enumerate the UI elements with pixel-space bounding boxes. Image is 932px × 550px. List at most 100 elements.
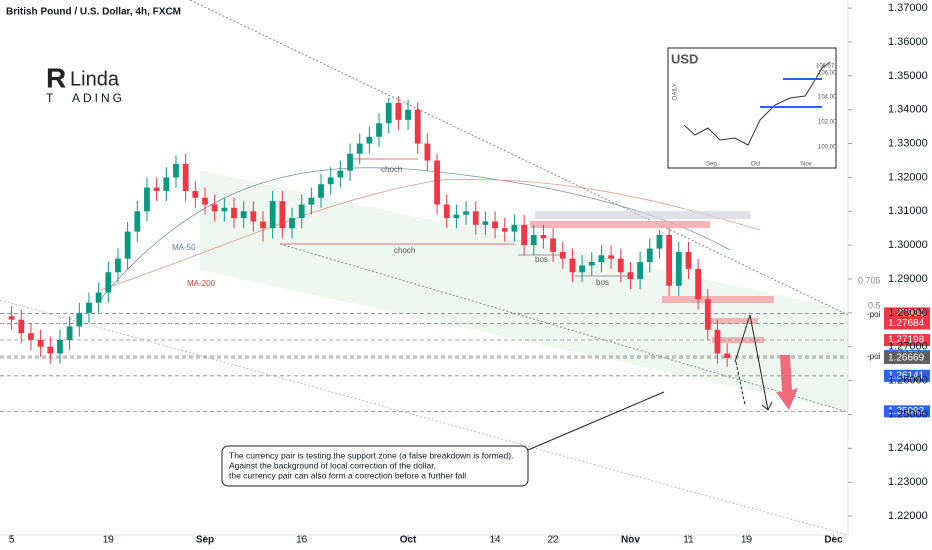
level-tag	[884, 317, 930, 330]
x-tick-label: Sep	[196, 535, 214, 546]
level-tag	[884, 369, 930, 382]
candle-body	[714, 329, 721, 354]
inset-tick: 106.00	[818, 71, 837, 77]
candle-body	[347, 153, 353, 171]
y-tick-label: 1.29000	[888, 273, 928, 285]
candle-body	[617, 258, 624, 273]
candle-body	[173, 163, 179, 178]
level-label: 1.27684	[888, 318, 925, 329]
inset-month: Nov	[801, 162, 812, 168]
note-box	[221, 445, 529, 487]
candle-body	[298, 204, 305, 219]
candle-body	[231, 207, 237, 219]
projection-arrow	[734, 314, 769, 411]
down-arrow	[776, 355, 798, 410]
candle-body	[434, 160, 440, 205]
logo-top: Linda	[70, 68, 120, 90]
inset-tick: 104.00	[818, 95, 837, 101]
candle-body	[724, 353, 731, 358]
x-tick-label: 16	[296, 535, 308, 546]
x-tick-label: 22	[548, 535, 560, 546]
inset-month: Sep	[706, 162, 717, 168]
zone	[530, 221, 710, 228]
candle-body	[105, 272, 112, 293]
level-tag	[884, 351, 930, 364]
inset-line	[683, 61, 831, 146]
channel-line	[189, 0, 849, 316]
y-tick-label: 1.35000	[888, 70, 928, 82]
ma-label: MA-200	[187, 279, 216, 288]
candle-body	[153, 187, 160, 191]
zone	[708, 318, 758, 324]
candle-body	[656, 234, 663, 249]
candle-body	[405, 109, 411, 120]
y-tick-label: 1.25000	[888, 408, 928, 420]
candle-body	[521, 224, 527, 246]
level-label: 1.25092	[888, 406, 925, 417]
candle-body	[269, 201, 276, 229]
candle-body	[376, 123, 382, 137]
level-tag	[884, 307, 930, 320]
note-pointer	[527, 391, 665, 451]
level-tag	[884, 334, 930, 347]
candle-body	[511, 224, 518, 232]
y-tick-label: 1.33000	[888, 137, 928, 149]
candle-body	[337, 170, 344, 178]
level-label: 1.27984	[888, 308, 925, 319]
ma-200	[99, 178, 761, 291]
candle-body	[627, 272, 634, 280]
poi-label: -poi	[867, 310, 881, 319]
candle-body	[424, 143, 431, 161]
x-tick-label: Dec	[824, 535, 843, 546]
candle-body	[318, 184, 324, 198]
candle-body	[453, 214, 460, 219]
y-tick-label: 1.30000	[888, 239, 928, 251]
candle-body	[289, 218, 295, 229]
ma-50	[99, 167, 731, 301]
candle-body	[18, 319, 25, 334]
candle-body	[482, 221, 489, 225]
candle-body	[28, 333, 34, 340]
projection-arrow	[735, 361, 746, 406]
candle-body	[250, 211, 257, 222]
candle-body	[579, 265, 585, 273]
x-tick-label: Oct	[400, 535, 417, 546]
candle-body	[588, 262, 595, 266]
candle-body	[666, 234, 673, 286]
inset-month: Oct	[751, 162, 761, 168]
inset-title: USD	[671, 51, 698, 66]
candle-body	[501, 228, 508, 232]
y-tick-label: 1.31000	[888, 205, 928, 217]
candle-body	[95, 292, 102, 303]
candle-body	[559, 251, 566, 259]
candle-body	[327, 177, 334, 185]
structure-label: choch	[381, 165, 402, 174]
note-text: Against the background of local correcti…	[229, 460, 436, 470]
x-tick-label: Nov	[621, 535, 640, 546]
channel-line	[279, 243, 849, 413]
candle-body	[598, 255, 605, 263]
candle-body	[356, 143, 363, 154]
x-tick-label: 14	[490, 535, 502, 546]
inset-side: DAILY	[673, 83, 679, 100]
candle-body	[211, 204, 218, 212]
candle-body	[47, 346, 54, 354]
candle-body	[308, 197, 315, 205]
candle-body	[57, 339, 63, 354]
candle-body	[240, 211, 247, 219]
candle-body	[192, 190, 199, 198]
x-tick-label: 19	[103, 535, 115, 546]
zone	[535, 211, 750, 219]
channel-line	[0, 299, 849, 536]
inset-tick: 102.00	[818, 120, 837, 126]
candle-body	[472, 211, 479, 225]
note-text: The currency pair is testing the support…	[229, 450, 513, 460]
candle-body	[385, 102, 392, 124]
candles	[8, 96, 731, 368]
x-tick-label: 11	[683, 535, 694, 546]
poi-label: -poi	[867, 352, 881, 361]
candle-body	[414, 109, 421, 144]
candle-body	[202, 197, 208, 205]
zone	[662, 296, 774, 303]
